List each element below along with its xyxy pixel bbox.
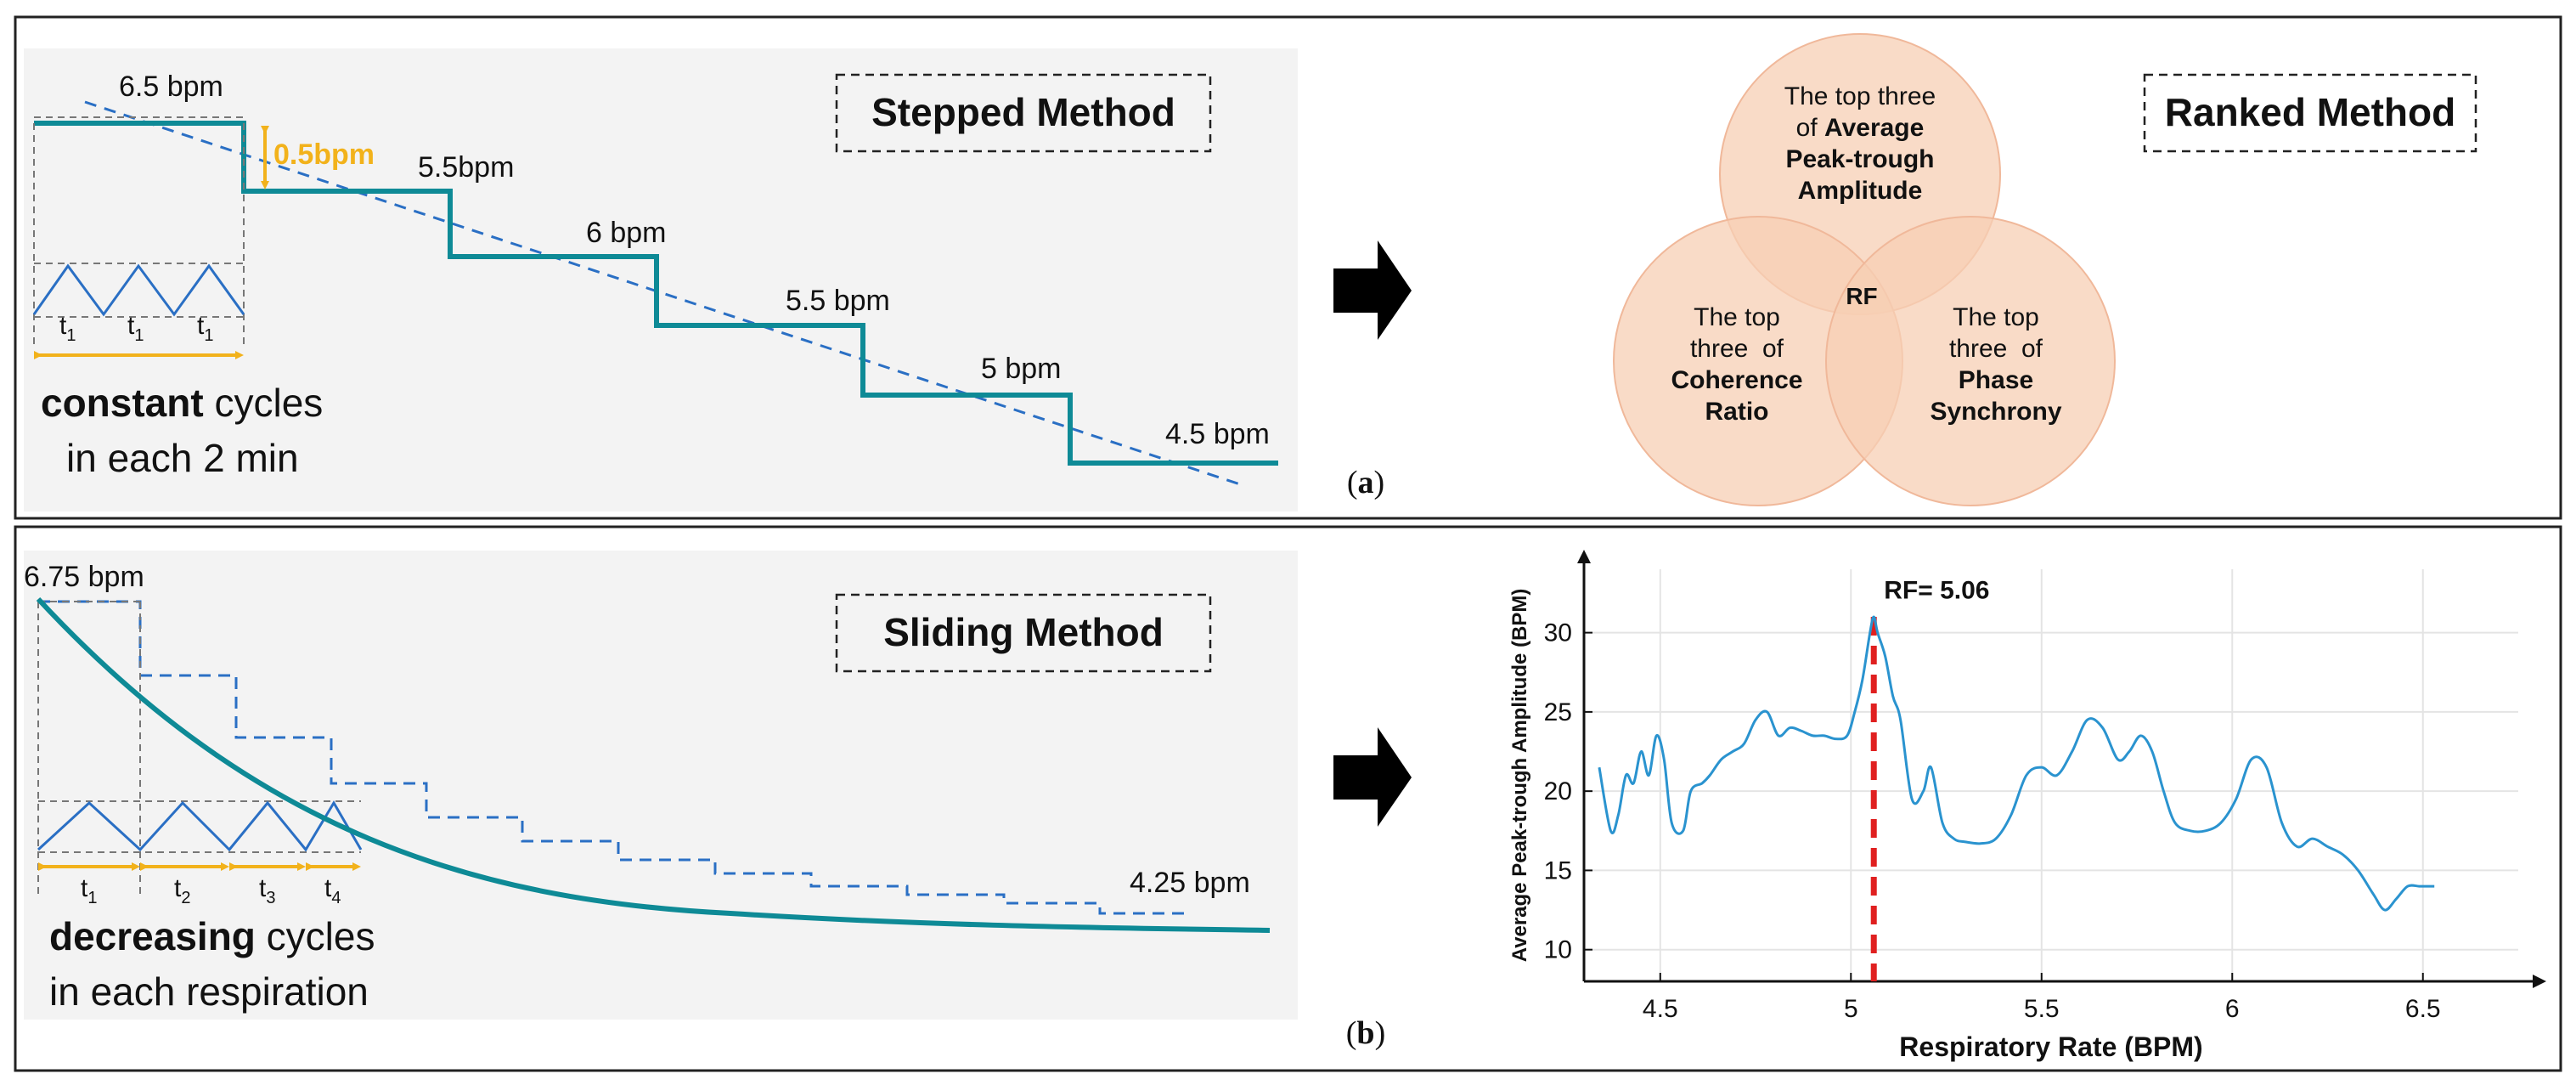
stepped-staircase [34, 121, 1278, 466]
sliding-t-label: t3 [259, 874, 275, 907]
venn-circle-right [1825, 216, 2116, 506]
venn-right-line2: three of [1949, 335, 2043, 363]
stepped-cycle-labels: t1 t1 t1 [59, 312, 213, 345]
rate-label: 5.5bpm [418, 151, 514, 184]
x-tick-label: 4.5 [1643, 995, 1678, 1023]
panel-b-frame [14, 525, 2562, 1072]
rate-label: 4.5 bpm [1165, 418, 1270, 450]
series-line-amplitude [1598, 615, 2435, 912]
panel-b-right-arrow [1333, 727, 1412, 827]
y-tick-label: 25 [1544, 698, 1572, 726]
venn-top-line4: Amplitude [1798, 177, 1923, 205]
sliding-t-label: t1 [81, 874, 97, 907]
venn-top-line1: The top three [1784, 82, 1936, 110]
rate-label: 6.5 bpm [119, 71, 223, 103]
sliding-title: Sliding Method [883, 610, 1164, 654]
stepped-title-box [835, 73, 1212, 153]
venn-top-line2: of Average [1796, 114, 1925, 142]
venn-left-line3: Coherence [1671, 366, 1802, 394]
rf-annotation: RF= 5.06 [1884, 577, 1989, 605]
y-tick-label: 10 [1544, 936, 1572, 964]
venn-right-line3: Phase [1959, 366, 2033, 394]
panel-b-label: (b) [1346, 1015, 1385, 1051]
stepped-t-label: t1 [59, 312, 76, 345]
step-delta-label: 0.5bpm [273, 138, 375, 171]
rate-label: 5 bpm [981, 353, 1062, 385]
stepped-t-label: t1 [197, 312, 213, 345]
stepped-cycle-wave [32, 263, 245, 317]
sliding-cycle-labels: t1 t2 t3 t4 [81, 874, 341, 907]
sliding-background [24, 551, 1298, 1020]
y-tick-label: 15 [1544, 856, 1572, 884]
venn-left-line2: three of [1690, 335, 1784, 363]
rate-label: 6 bpm [586, 217, 667, 249]
ranked-venn [1613, 33, 2116, 506]
y-tick-label: 30 [1544, 619, 1572, 647]
sliding-t-label: t4 [324, 874, 341, 907]
y-tick-label: 20 [1544, 777, 1572, 805]
venn-left-line4: Ratio [1705, 398, 1769, 426]
sliding-end-rate: 4.25 bpm [1130, 867, 1250, 899]
venn-right-line4: Synchrony [1930, 398, 2061, 426]
sliding-t-label: t2 [174, 874, 190, 907]
ranked-title-box [2143, 73, 2477, 153]
x-tick-label: 6.5 [2405, 995, 2441, 1023]
sliding-caption-line2: in each respiration [49, 969, 369, 1014]
sliding-title-box [835, 593, 1212, 673]
x-tick-label: 6 [2225, 995, 2240, 1023]
stepped-caption-line1: constant cycles [41, 381, 323, 425]
venn-left-line1: The top [1694, 303, 1780, 331]
x-tick-label: 5 [1844, 995, 1858, 1023]
rate-label: 5.5 bpm [786, 285, 890, 317]
stepped-title: Stepped Method [871, 90, 1175, 134]
sliding-dashed-staircase [38, 600, 1189, 915]
stepped-t-label: t1 [127, 312, 144, 345]
ranked-title: Ranked Method [2165, 90, 2455, 134]
panel-a-label: (a) [1347, 465, 1384, 500]
x-tick-label: 5.5 [2024, 995, 2060, 1023]
venn-right-line1: The top [1953, 303, 2039, 331]
stepped-caption-line2: in each 2 min [66, 436, 299, 480]
amplitude-chart: 4.5 5 5.5 6 6.5 10 15 20 25 30 Respiratory Rate (B… [1508, 550, 2546, 1062]
sliding-start-rate: 6.75 bpm [24, 561, 144, 593]
x-axis-label: Respiratory Rate (BPM) [1899, 1031, 2202, 1062]
y-axis-label: Average Peak-trough Amplitude (BPM) [1508, 589, 1531, 963]
panel-a-right-arrow [1333, 240, 1412, 340]
venn-top-line3: Peak-trough [1785, 145, 1934, 173]
sliding-teal-curve [36, 596, 1271, 933]
sliding-caption-line1: decreasing cycles [49, 914, 375, 958]
venn-center-label: RF [1846, 283, 1877, 309]
panel-a-frame [14, 15, 2562, 520]
